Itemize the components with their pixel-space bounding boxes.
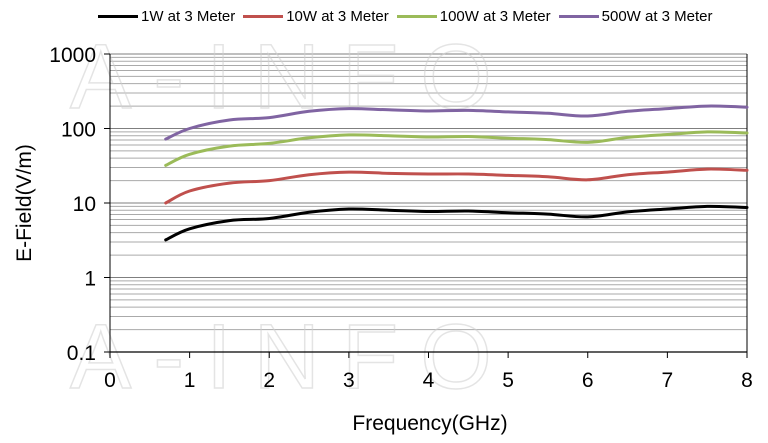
series-layer	[164, 104, 749, 242]
y-tick-label: 10	[73, 193, 96, 216]
legend-label-10w: 10W at 3 Meter	[286, 7, 389, 25]
x-axis-label: Frequency(GHz)	[352, 412, 507, 435]
legend-swatch-500w	[558, 14, 599, 18]
legend-label-500w: 500W at 3 Meter	[601, 7, 713, 25]
grid-layer	[110, 53, 747, 331]
x-tick-label: 4	[423, 369, 435, 392]
x-tick-label: 3	[343, 369, 355, 392]
x-tick-label: 8	[741, 369, 753, 392]
y-tick-label: 0.1	[67, 342, 96, 365]
watermark-bottom: A-INFO	[70, 306, 514, 408]
legend-item-500w: 500W at 3 Meter	[558, 7, 713, 25]
x-tick-label: 5	[502, 369, 514, 392]
series-line-1	[164, 167, 749, 205]
y-tick-label: 1000	[49, 44, 96, 67]
legend-label-100w: 100W at 3 Meter	[439, 7, 551, 25]
series-line-0	[164, 204, 749, 242]
legend: 1W at 3 Meter 10W at 3 Meter 100W at 3 M…	[98, 6, 721, 26]
legend-item-100w: 100W at 3 Meter	[396, 7, 551, 25]
x-tick-label: 2	[263, 369, 275, 392]
x-tick-label: 0	[104, 369, 116, 392]
x-tick-label: 6	[582, 369, 594, 392]
y-tick-label: 1	[84, 268, 96, 291]
series-line-3	[164, 104, 749, 141]
legend-item-1w: 1W at 3 Meter	[98, 8, 235, 25]
legend-swatch-100w	[396, 14, 437, 18]
x-tick-label: 7	[662, 369, 674, 392]
x-tick-label: 1	[184, 369, 196, 392]
y-tick-label: 100	[61, 119, 96, 142]
y-axis-label: E-Field(V/m)	[13, 144, 36, 262]
legend-item-10w: 10W at 3 Meter	[243, 8, 389, 25]
legend-swatch-1w	[98, 14, 138, 18]
series-line-2	[164, 130, 749, 167]
legend-label-1w: 1W at 3 Meter	[141, 7, 236, 25]
ticks-layer: 0 1 2 3 4 5 6 7 8 0.1 1 10 100 1000	[49, 44, 753, 392]
legend-swatch-10w	[243, 14, 284, 18]
watermark-layer: A-INFO A-INFO	[69, 25, 514, 409]
